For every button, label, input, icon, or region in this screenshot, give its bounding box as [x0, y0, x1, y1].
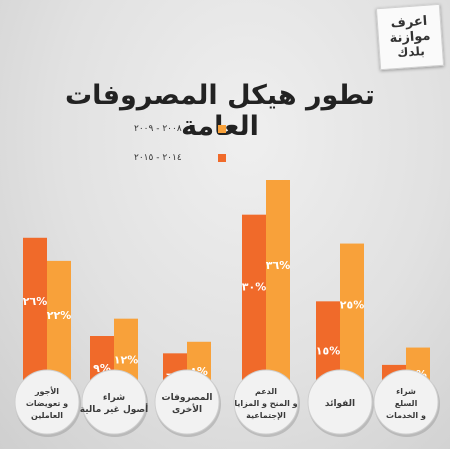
category-label-5-line-1: الفوائد: [325, 399, 355, 409]
category-circle-1: [14, 369, 80, 435]
data-label-series-1-cat-4: ٣٦%: [266, 259, 290, 272]
legend-label-series-2: ٢٠١٤ - ٢٠١٥: [134, 153, 182, 163]
logo-line-2: موازنة: [389, 28, 431, 46]
category-label-1-line-1: الأجور: [34, 386, 59, 396]
legend-swatch-series-2: [217, 154, 226, 162]
category-label-3-line-1: المصروفات: [162, 393, 213, 403]
bar-series-2-cat-4: [242, 214, 266, 388]
bar-series-1-cat-1: [47, 260, 71, 388]
data-label-series-1-cat-5: ٢٥%: [340, 298, 364, 311]
category-label-6-line-2: السلع: [395, 399, 418, 408]
category-label-1-line-3: العاملين: [31, 411, 63, 420]
category-label-6-line-3: و الخدمات: [386, 411, 426, 420]
logo-line-3: بلدك: [396, 43, 426, 60]
chart-title: تطور هيكل المصروفات العامة: [65, 80, 375, 142]
legend-swatch-series-1: [217, 125, 226, 133]
bar-series-1-cat-5: [340, 243, 364, 388]
data-label-series-2-cat-1: ٢٦%: [23, 295, 47, 308]
bar-series-1-cat-4: [266, 180, 290, 388]
category-label-4-line-2: و المنح و المزايا: [234, 399, 297, 408]
category-label-3-line-2: الأخرى: [172, 403, 202, 415]
category-label-4-line-3: الإجتماعية: [246, 411, 286, 420]
legend-label-series-1: ٢٠٠٨ - ٢٠٠٩: [134, 124, 182, 134]
category-circle-5: [307, 369, 373, 435]
data-label-series-1-cat-2: ١٢%: [114, 353, 138, 366]
category-circle-4: [233, 369, 299, 435]
category-label-2-line-1: شراء: [103, 393, 125, 403]
legend-item-series-1: ٢٠٠٨ - ٢٠٠٩: [134, 124, 226, 134]
category-label-4-line-1: الدعم: [255, 387, 277, 396]
category-circle-3: [154, 369, 220, 435]
logo: اعرف موازنة بلدك: [375, 3, 445, 71]
category-label-2-line-2: أصول غير مالية: [80, 403, 148, 415]
category-label-1-line-2: و تعويضات: [26, 399, 68, 408]
data-label-series-2-cat-4: ٣٠%: [242, 281, 266, 294]
category-circle-6: [373, 369, 439, 435]
data-label-series-1-cat-1: ٢٢%: [47, 309, 71, 322]
category-circle-2: [81, 369, 147, 435]
bar-series-2-cat-1: [23, 237, 47, 388]
data-label-series-2-cat-5: ١٥%: [316, 345, 340, 358]
category-label-6-line-1: شراء: [396, 387, 416, 396]
legend-item-series-2: ٢٠١٤ - ٢٠١٥: [134, 153, 226, 163]
